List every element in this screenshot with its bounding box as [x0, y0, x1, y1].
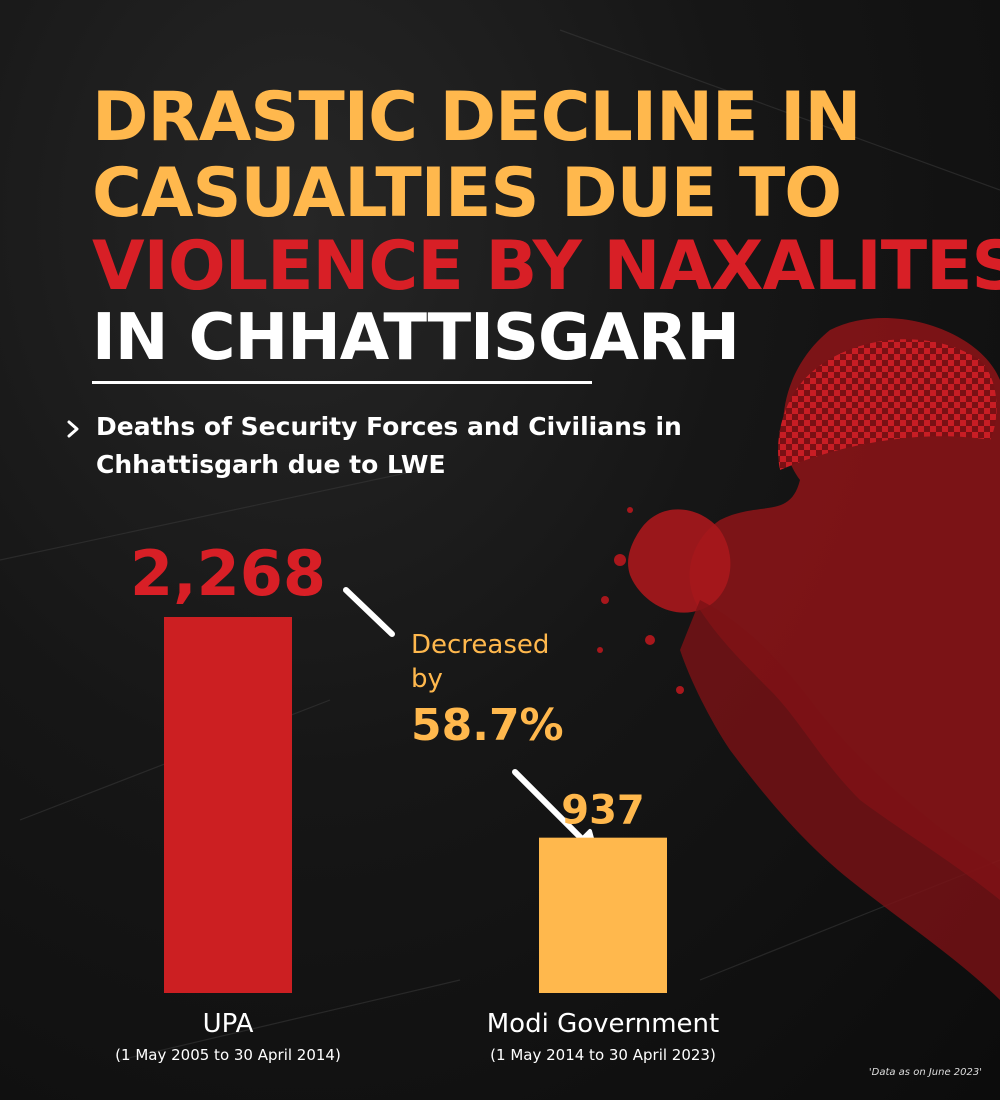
decrease-percent: 58.7%	[411, 700, 564, 751]
decrease-annotation: Decreased by	[411, 630, 550, 694]
headline-line-3: VIOLENCE BY NAXALITES	[92, 227, 1000, 306]
category-label-modi-government: Modi Government	[487, 1009, 719, 1039]
category-label-upa: UPA	[203, 1009, 254, 1039]
value-label-upa: 2,268	[130, 537, 326, 610]
bar-modi-government	[539, 837, 667, 993]
headline-line-4: IN CHHATTISGARH	[92, 301, 740, 375]
chart-subtitle: Deaths of Security Forces and Civilians …	[96, 412, 682, 479]
arrow-upper	[343, 587, 395, 637]
bar-upa	[164, 617, 292, 993]
headline-line-2: CASUALTIES DUE TO	[92, 154, 842, 233]
category-period-modi-government: (1 May 2014 to 30 April 2023)	[490, 1046, 716, 1064]
footnote: 'Data as on June 2023'	[868, 1067, 982, 1078]
value-label-modi-government: 937	[561, 788, 645, 834]
divider	[92, 381, 592, 384]
category-period-upa: (1 May 2005 to 30 April 2014)	[115, 1046, 341, 1064]
bandit-silhouette-illustration	[597, 318, 1000, 1000]
chevron-right-icon	[67, 420, 79, 438]
headline-line-1: DRASTIC DECLINE IN	[92, 78, 861, 157]
